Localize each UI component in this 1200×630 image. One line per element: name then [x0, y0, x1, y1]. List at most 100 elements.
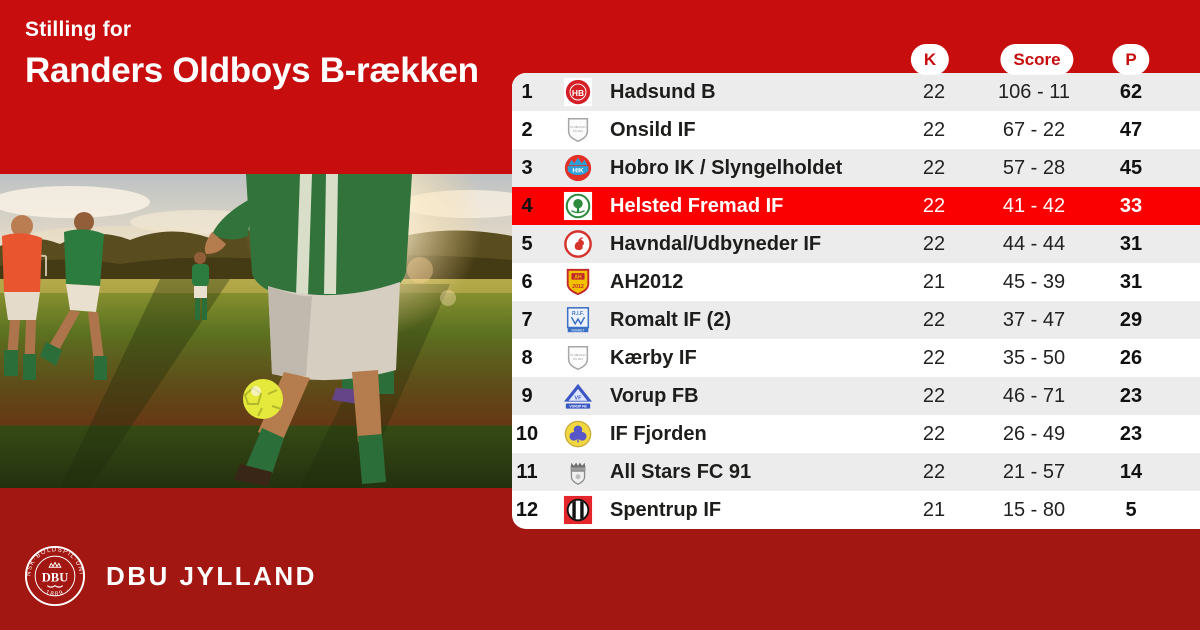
team-name: Vorup FB — [610, 384, 699, 407]
svg-text:PÅ VEJ: PÅ VEJ — [573, 128, 583, 133]
position-cell: 8 — [521, 346, 533, 369]
table-row: 1 HB Hadsund B 22 106 - 11 62 — [512, 73, 1200, 111]
matches-played-cell: 21 — [922, 498, 946, 521]
table-row: 11 All Stars FC 91 22 21 - 57 14 — [512, 453, 1200, 491]
ah2012-logo-icon: AH 2012 — [562, 266, 594, 298]
team-name: Spentrup IF — [610, 498, 722, 521]
goal-score-cell: 21 - 57 — [1002, 460, 1066, 483]
column-header-score: Score — [1000, 44, 1074, 75]
matches-played-cell: 22 — [922, 118, 946, 141]
matches-played-cell: 22 — [922, 460, 946, 483]
table-row: 9 VF VORUP FB Vorup FB 22 46 - 71 23 — [512, 377, 1200, 415]
svg-text:PÅ VEJ: PÅ VEJ — [573, 356, 583, 361]
team-name: AH2012 — [610, 270, 684, 293]
team-name: Helsted Fremad IF — [610, 194, 784, 217]
goal-score-cell: 106 - 11 — [998, 80, 1070, 103]
helsted-fremad-logo-icon — [562, 190, 594, 222]
position-cell: 5 — [521, 232, 533, 255]
position-cell: 10 — [515, 422, 539, 445]
points-cell: 33 — [1119, 194, 1143, 217]
goal-score-cell: 26 - 49 — [1002, 422, 1066, 445]
matches-played-cell: 22 — [922, 384, 946, 407]
matches-played-cell: 22 — [922, 80, 946, 103]
matches-played-cell: 22 — [922, 156, 946, 179]
all-stars-fc-91-logo-icon — [562, 456, 594, 488]
standings-table: 1 HB Hadsund B 22 106 - 11 62 2 KLUBLOGO… — [512, 73, 1200, 529]
position-cell: 2 — [521, 118, 533, 141]
matches-played-cell: 22 — [922, 422, 946, 445]
team-name: Hadsund B — [610, 80, 716, 103]
svg-text:DBU: DBU — [42, 570, 69, 584]
team-name: Hobro IK / Slyngelholdet — [610, 156, 843, 179]
goal-score-cell: 35 - 50 — [1002, 346, 1066, 369]
matches-played-cell: 22 — [922, 232, 946, 255]
position-cell: 12 — [515, 498, 539, 521]
svg-text:ROMALT: ROMALT — [572, 328, 585, 332]
matches-played-cell: 22 — [922, 194, 946, 217]
team-name: All Stars FC 91 — [610, 460, 752, 483]
points-cell: 31 — [1119, 270, 1143, 293]
page-header: Stilling for Randers Oldboys B-rækken — [25, 18, 479, 91]
points-cell: 45 — [1119, 156, 1143, 179]
svg-text:VORUP FB: VORUP FB — [569, 405, 587, 409]
table-row: 6 AH 2012 AH2012 21 45 - 39 31 — [512, 263, 1200, 301]
points-cell: 26 — [1119, 346, 1143, 369]
hobro-ik-logo-icon: HIK — [562, 152, 594, 184]
team-name: Onsild IF — [610, 118, 696, 141]
points-cell: 62 — [1119, 80, 1143, 103]
position-cell: 6 — [521, 270, 533, 293]
matches-played-cell: 22 — [922, 308, 946, 331]
table-row: 7 R.I.F. ROMALT Romalt IF (2) 22 37 - 47 … — [512, 301, 1200, 339]
column-header-k: K — [910, 44, 950, 75]
if-fjorden-logo-icon — [562, 418, 594, 450]
goal-score-cell: 37 - 47 — [1002, 308, 1066, 331]
goal-score-cell: 44 - 44 — [1002, 232, 1066, 255]
team-name: Romalt IF (2) — [610, 308, 732, 331]
column-header-p: P — [1112, 44, 1150, 75]
points-cell: 31 — [1119, 232, 1143, 255]
romalt-if-logo-icon: R.I.F. ROMALT — [562, 304, 594, 336]
position-cell: 7 — [521, 308, 533, 331]
svg-text:VF: VF — [574, 395, 582, 401]
eyebrow-text: Stilling for — [25, 18, 132, 41]
svg-text:· 1889 ·: · 1889 · — [39, 586, 72, 598]
svg-text:R.I.F.: R.I.F. — [572, 311, 585, 317]
position-cell: 1 — [521, 80, 533, 103]
position-cell: 11 — [516, 460, 538, 483]
points-cell: 29 — [1119, 308, 1143, 331]
points-cell: 14 — [1119, 460, 1143, 483]
svg-text:HIK: HIK — [572, 168, 584, 175]
placeholder-shield-logo-icon: KLUBLOGO PÅ VEJ — [562, 114, 594, 146]
goal-score-cell: 67 - 22 — [1002, 118, 1066, 141]
team-name: Kærby IF — [610, 346, 697, 369]
table-row: 10 IF Fjorden 22 26 - 49 23 — [512, 415, 1200, 453]
matches-played-cell: 22 — [922, 346, 946, 369]
svg-text:HB: HB — [572, 88, 584, 98]
brand-wordmark: DBU JYLLAND — [106, 560, 317, 591]
goal-score-cell: 15 - 80 — [1002, 498, 1066, 521]
havndal-udbyneder-logo-icon — [562, 228, 594, 260]
position-cell: 4 — [521, 194, 533, 217]
page-title: Randers Oldboys B-rækken — [25, 51, 479, 90]
points-cell: 23 — [1119, 384, 1143, 407]
goal-score-cell: 45 - 39 — [1002, 270, 1066, 293]
table-row: 8 KLUBLOGO PÅ VEJ Kærby IF 22 35 - 50 26 — [512, 339, 1200, 377]
standings-rows: 1 HB Hadsund B 22 106 - 11 62 2 KLUBLOGO… — [512, 73, 1200, 529]
table-row: 12 Spentrup IF 21 15 - 80 5 — [512, 491, 1200, 529]
svg-text:2012: 2012 — [572, 284, 584, 290]
goal-score-cell: 57 - 28 — [1002, 156, 1066, 179]
svg-text:KLUBLOGO: KLUBLOGO — [570, 125, 586, 129]
position-cell: 3 — [521, 156, 533, 179]
table-row: 5 Havndal/Udbyneder IF 22 44 - 44 31 — [512, 225, 1200, 263]
team-name: IF Fjorden — [610, 422, 707, 445]
goal-score-cell: 46 - 71 — [1002, 384, 1066, 407]
hadsund-b-logo-icon: HB — [562, 76, 594, 108]
footer-brand: DANSK·BOLDSPIL·UNION · 1889 · DBU DBU JY… — [21, 540, 317, 607]
table-row: 3 HIK Hobro IK / Slyngelholdet 22 57 - 2… — [512, 149, 1200, 187]
svg-text:AH: AH — [574, 274, 582, 280]
svg-text:KLUBLOGO: KLUBLOGO — [570, 353, 586, 357]
points-cell: 23 — [1119, 422, 1143, 445]
matches-played-cell: 21 — [922, 270, 946, 293]
dbu-seal-icon: DANSK·BOLDSPIL·UNION · 1889 · DBU — [21, 540, 86, 607]
